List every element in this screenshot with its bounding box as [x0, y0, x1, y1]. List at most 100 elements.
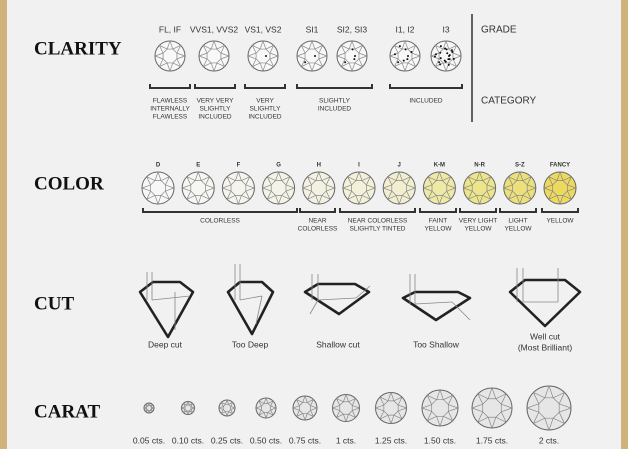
- grade-label: I1, I2: [396, 24, 415, 34]
- label: YELLOW: [464, 226, 492, 233]
- facet: [335, 39, 369, 73]
- facet: [142, 401, 156, 415]
- inclusion: [304, 61, 307, 64]
- bracket: [149, 84, 191, 89]
- carat-label: 1.75 cts.: [476, 435, 508, 445]
- inclusion: [314, 55, 316, 57]
- grade-label: I: [358, 163, 360, 169]
- inclusion: [448, 58, 451, 61]
- inclusion: [265, 55, 267, 57]
- inclusion: [398, 45, 401, 48]
- grade-label: VVS1, VVS2: [190, 24, 238, 34]
- facet: [382, 170, 417, 206]
- grade-label: SI2, SI3: [337, 24, 368, 34]
- facet: [341, 170, 377, 206]
- bracket: [299, 208, 336, 213]
- bracket: [339, 208, 416, 213]
- inclusion: [447, 63, 450, 66]
- facet: [374, 391, 408, 425]
- facet: [140, 170, 176, 206]
- facet: [197, 39, 231, 73]
- facet: [542, 170, 578, 206]
- carat-label: 0.10 cts.: [172, 435, 204, 445]
- label: VERY VERY: [197, 98, 235, 105]
- inclusion: [433, 55, 436, 58]
- facet: [217, 398, 237, 418]
- grade-label: VS1, VS2: [245, 24, 282, 34]
- carat-label: 1.25 cts.: [375, 435, 407, 445]
- gold-border: [0, 0, 7, 449]
- inclusion: [406, 58, 409, 61]
- grade-label: F: [237, 163, 241, 169]
- label: INCLUDED: [198, 114, 232, 121]
- label: INCLUDED: [318, 106, 352, 113]
- label: FLAWLESS: [153, 114, 188, 121]
- facet: [331, 393, 361, 423]
- inclusion: [448, 54, 451, 57]
- inclusion: [439, 63, 442, 66]
- facet: [261, 170, 296, 206]
- inclusion: [353, 58, 356, 61]
- inclusion: [444, 47, 447, 50]
- grade-label: D: [156, 163, 161, 169]
- label: YELLOW: [424, 226, 452, 233]
- inclusion: [446, 52, 449, 55]
- inclusion: [404, 48, 407, 51]
- facet: [221, 170, 256, 206]
- inclusion: [407, 55, 409, 57]
- label: SLIGHTLY TINTED: [350, 226, 406, 233]
- facet: [525, 384, 573, 432]
- bracket: [194, 84, 236, 89]
- label: INCLUDED: [409, 98, 443, 105]
- facet: [291, 394, 319, 422]
- facet: [153, 39, 187, 73]
- inclusion: [439, 51, 442, 54]
- facet: [422, 170, 457, 206]
- bracket: [419, 208, 457, 213]
- grade-label: I3: [442, 24, 449, 34]
- bracket: [142, 208, 298, 213]
- grade-label: FL, IF: [159, 24, 181, 34]
- carat-label: 1.50 cts.: [424, 435, 456, 445]
- inclusion: [445, 48, 448, 51]
- grade-label: FANCY: [550, 163, 570, 169]
- label: INCLUDED: [248, 114, 282, 121]
- inclusion: [402, 59, 405, 62]
- carat-label: 0.75 cts.: [289, 435, 321, 445]
- label: FLAWLESS: [153, 98, 188, 105]
- facet: [502, 170, 537, 206]
- facet: [462, 170, 497, 206]
- facet: [388, 39, 422, 73]
- cut-shapes: [138, 264, 582, 339]
- bracket: [389, 84, 463, 89]
- grade-label: E: [196, 163, 200, 169]
- facet: [470, 386, 514, 430]
- label: Deep cut: [148, 339, 183, 349]
- grade-label: J: [398, 163, 401, 169]
- grade-heading: GRADE: [481, 25, 517, 36]
- label: Shallow cut: [316, 339, 360, 349]
- label: NEAR: [308, 218, 326, 225]
- carat-label: 0.50 cts.: [250, 435, 282, 445]
- label: Too Deep: [232, 339, 269, 349]
- facet: [295, 39, 329, 73]
- label: COLORLESS: [298, 226, 338, 233]
- bracket: [499, 208, 537, 213]
- bracket: [541, 208, 579, 213]
- section-title: CARAT: [34, 401, 100, 422]
- label: Too Shallow: [413, 339, 460, 349]
- facet: [246, 39, 280, 73]
- inclusion: [439, 45, 442, 48]
- carat-label: 2 cts.: [539, 435, 559, 445]
- facet: [301, 170, 336, 206]
- label: Well cut: [530, 331, 561, 341]
- inclusion: [410, 50, 413, 53]
- inclusion: [444, 60, 447, 63]
- carat-label: 1 cts.: [336, 435, 356, 445]
- facet: [180, 400, 196, 416]
- inclusion: [438, 61, 441, 64]
- gold-border: [621, 0, 628, 449]
- section-title: COLOR: [34, 173, 104, 194]
